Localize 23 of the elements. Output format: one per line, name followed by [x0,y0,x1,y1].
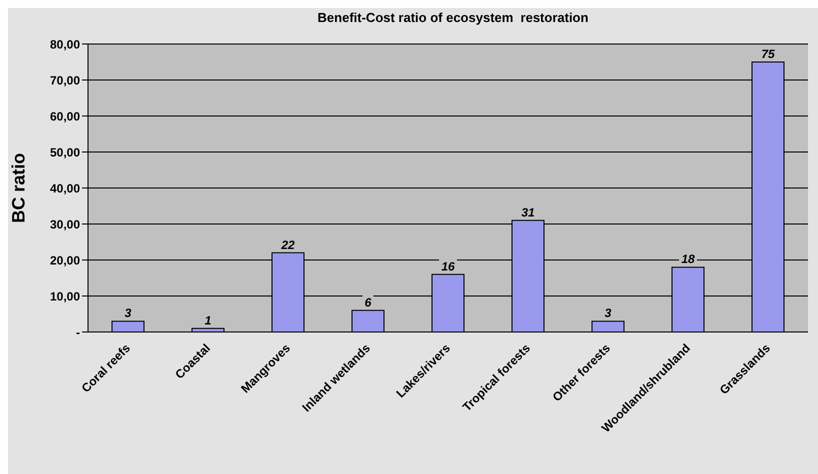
data-label: 3 [604,306,612,320]
data-label: 6 [364,295,372,310]
data-label: 3 [124,306,132,320]
data-label: 18 [681,252,695,266]
bar [592,320,624,332]
data-label: 22 [280,238,295,252]
data-label: 16 [441,259,455,274]
y-tick-label: 10,00 [50,289,80,304]
y-tick-label: 30,00 [50,217,80,232]
y-tick-label: 80,00 [50,37,80,52]
bar [352,310,384,332]
y-axis-title: BC ratio [8,152,28,224]
data-label: 1 [204,313,212,328]
y-tick-label: 60,00 [50,109,80,124]
y-tick-label: 20,00 [50,253,80,268]
y-tick-label: 50,00 [50,145,80,160]
chart-title: Benefit-Cost ratio of ecosystem restoration [316,10,590,25]
bar [112,320,144,332]
data-label: 31 [521,205,535,220]
y-tick-label: - [76,325,80,340]
y-tick-label: 40,00 [50,181,80,196]
y-tick-label: 70,00 [50,73,80,88]
data-label: 75 [761,47,775,61]
